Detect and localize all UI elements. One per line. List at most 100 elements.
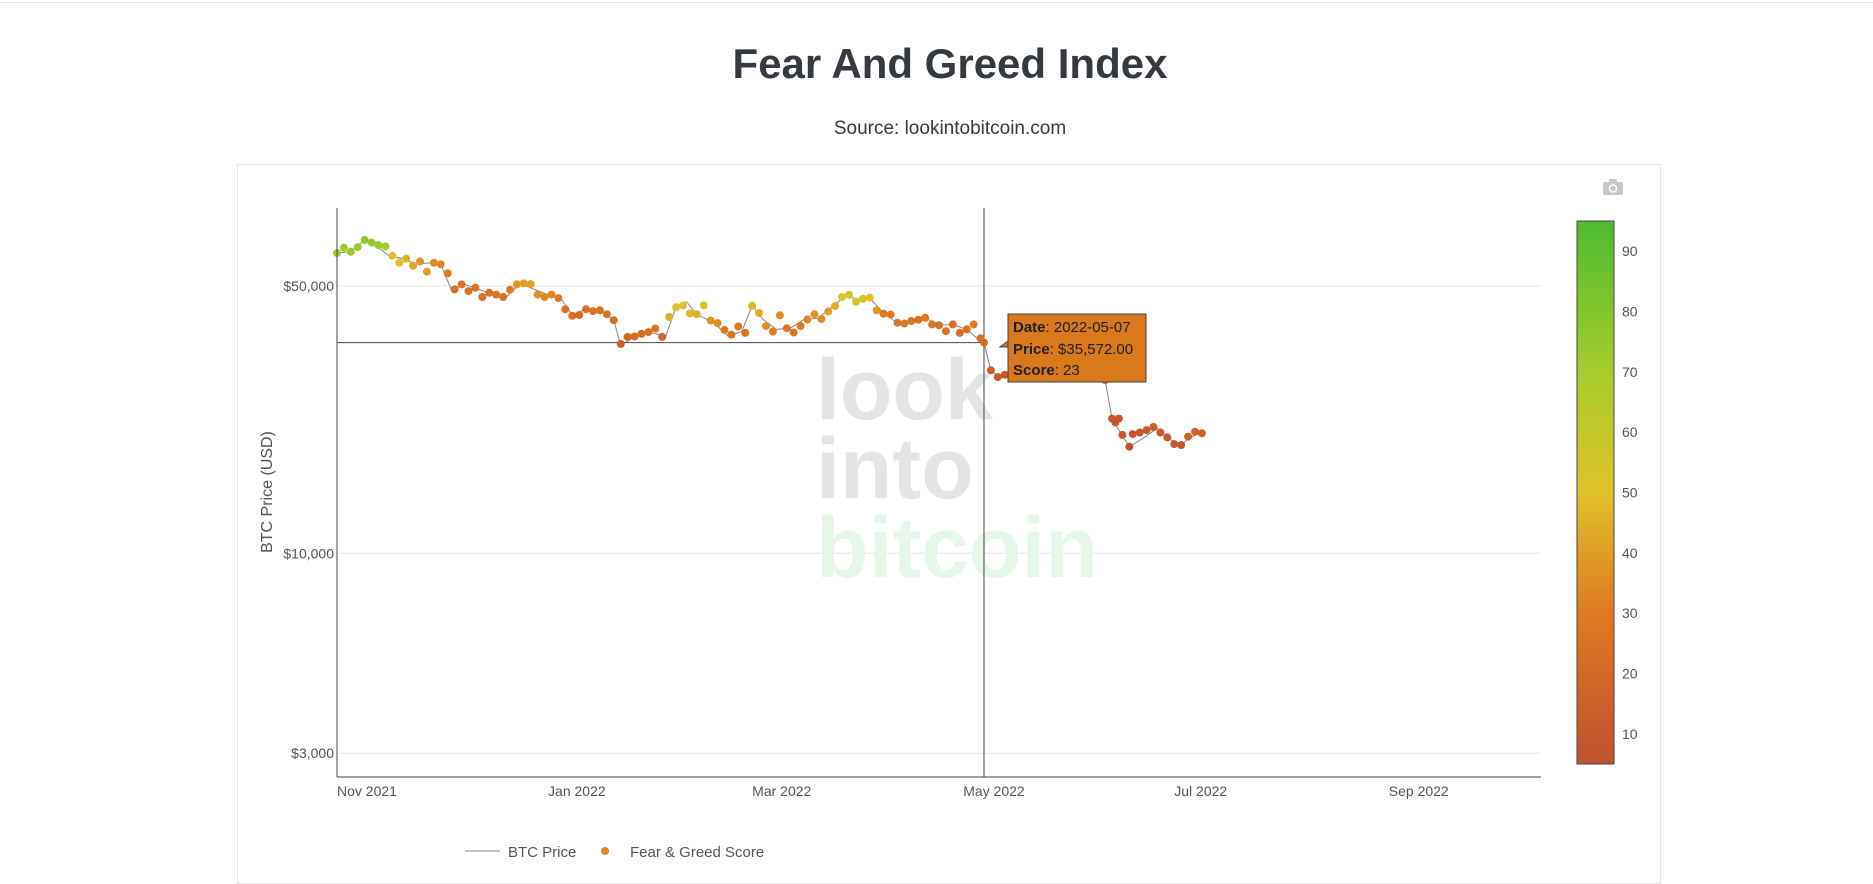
score-point[interactable] (720, 325, 729, 334)
score-point[interactable] (962, 325, 971, 334)
score-point[interactable] (907, 317, 916, 325)
score-point[interactable] (346, 247, 355, 256)
score-point[interactable] (1135, 428, 1144, 437)
score-point[interactable] (1197, 429, 1206, 438)
score-point[interactable] (928, 320, 937, 329)
score-point[interactable] (658, 332, 667, 341)
score-point[interactable] (734, 322, 743, 331)
score-point[interactable] (464, 287, 473, 296)
score-point[interactable] (568, 311, 577, 320)
score-point[interactable] (986, 366, 995, 375)
legend-item-score[interactable]: Fear & Greed Score (601, 844, 764, 861)
score-point[interactable] (339, 243, 348, 252)
score-point[interactable] (1163, 433, 1172, 442)
score-point[interactable] (1000, 370, 1009, 379)
score-point[interactable] (423, 267, 431, 276)
score-point[interactable] (852, 297, 860, 306)
score-point[interactable] (492, 290, 501, 299)
score-point[interactable] (886, 310, 895, 319)
score-point[interactable] (547, 290, 556, 299)
score-point[interactable] (1170, 440, 1179, 449)
score-point[interactable] (602, 310, 611, 319)
score-point[interactable] (443, 269, 452, 278)
score-point[interactable] (955, 328, 964, 337)
score-point[interactable] (381, 242, 390, 251)
score-point[interactable] (644, 328, 653, 337)
score-point[interactable] (685, 309, 694, 318)
score-point[interactable] (512, 280, 521, 289)
score-point[interactable] (1118, 430, 1127, 439)
score-point[interactable] (1142, 426, 1151, 435)
score-point[interactable] (727, 330, 736, 339)
score-point[interactable] (1114, 414, 1123, 423)
score-point[interactable] (395, 258, 404, 267)
score-point[interactable] (969, 320, 978, 329)
score-point[interactable] (582, 305, 591, 314)
score-point[interactable] (1149, 423, 1158, 431)
score-point[interactable] (914, 315, 923, 324)
score-point[interactable] (845, 290, 853, 299)
score-point[interactable] (409, 261, 418, 270)
score-point[interactable] (993, 373, 1002, 382)
score-point[interactable] (506, 285, 514, 294)
score-point[interactable] (713, 319, 722, 328)
score-point[interactable] (436, 260, 445, 269)
score-point[interactable] (672, 303, 681, 312)
score-point[interactable] (1177, 441, 1186, 449)
legend-item-btc-price[interactable]: BTC Price (465, 844, 576, 861)
score-point[interactable] (980, 338, 988, 347)
score-point[interactable] (1156, 428, 1165, 437)
score-point[interactable] (755, 309, 764, 317)
score-point[interactable] (1191, 427, 1199, 436)
score-point[interactable] (762, 322, 770, 330)
score-point[interactable] (768, 327, 777, 336)
score-point[interactable] (831, 302, 840, 311)
score-point[interactable] (519, 279, 528, 288)
score-point[interactable] (921, 313, 930, 322)
camera-icon[interactable] (1602, 178, 1624, 196)
score-point[interactable] (450, 285, 459, 294)
score-point[interactable] (374, 241, 383, 250)
score-point[interactable] (796, 322, 805, 330)
score-point[interactable] (575, 311, 584, 319)
score-point[interactable] (941, 327, 950, 336)
score-point[interactable] (838, 293, 847, 301)
score-point[interactable] (402, 254, 411, 263)
score-point[interactable] (810, 310, 819, 319)
score-point[interactable] (360, 235, 369, 244)
score-point[interactable] (1184, 432, 1193, 441)
score-point[interactable] (824, 307, 833, 316)
score-point[interactable] (589, 307, 597, 316)
score-point[interactable] (609, 316, 618, 325)
score-point[interactable] (533, 290, 542, 299)
score-point[interactable] (741, 328, 750, 337)
score-point[interactable] (692, 310, 701, 319)
score-point[interactable] (893, 318, 902, 327)
score-point[interactable] (817, 315, 826, 323)
score-point[interactable] (879, 309, 888, 318)
score-point[interactable] (651, 324, 660, 333)
score-point[interactable] (367, 238, 376, 247)
score-point[interactable] (595, 306, 604, 315)
score-point[interactable] (478, 293, 487, 301)
score-point[interactable] (616, 339, 625, 348)
score-point[interactable] (623, 332, 632, 341)
score-point[interactable] (748, 301, 757, 310)
score-point[interactable] (858, 294, 867, 303)
score-point[interactable] (485, 288, 494, 297)
score-point[interactable] (457, 280, 466, 289)
score-point[interactable] (526, 280, 535, 289)
score-point[interactable] (775, 311, 784, 320)
score-point[interactable] (554, 294, 563, 303)
score-point[interactable] (935, 321, 943, 330)
score-point[interactable] (471, 283, 480, 292)
score-point[interactable] (872, 306, 881, 315)
score-point[interactable] (429, 258, 438, 267)
score-point[interactable] (699, 301, 708, 310)
score-point[interactable] (540, 293, 549, 301)
score-point[interactable] (499, 293, 508, 301)
score-point[interactable] (803, 315, 812, 324)
score-point[interactable] (416, 257, 424, 266)
score-point[interactable] (789, 328, 798, 337)
score-point[interactable] (900, 319, 909, 328)
